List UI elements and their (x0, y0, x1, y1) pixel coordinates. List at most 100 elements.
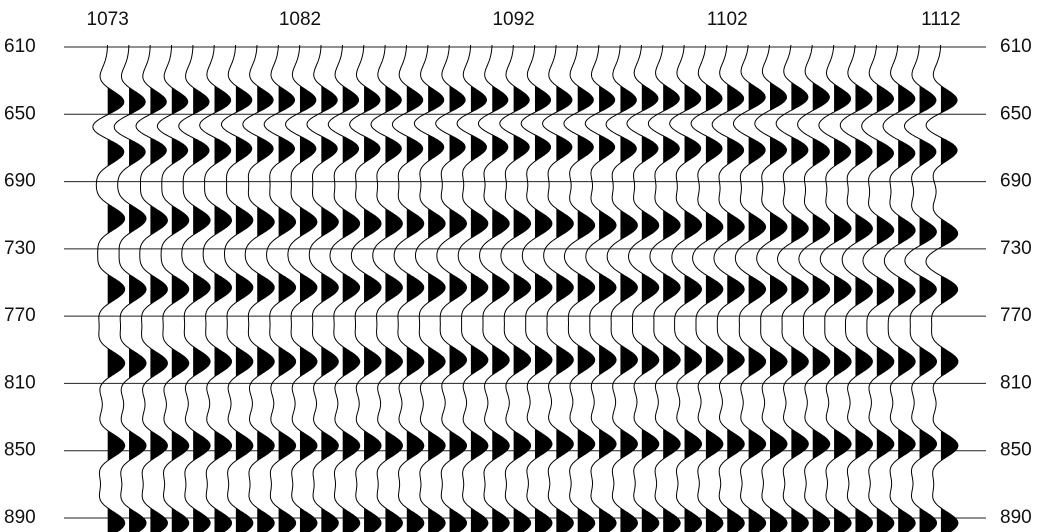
wavelet-peak (449, 430, 467, 461)
wavelet-peak (705, 428, 723, 460)
wavelet-peak (364, 208, 381, 239)
x-tick-label: 1092 (492, 9, 534, 30)
wavelet-peak (299, 85, 316, 116)
wavelet-peak (919, 507, 937, 532)
wavelet-peak (385, 132, 402, 164)
wavelet-peak (556, 131, 572, 162)
wavelet-peak (599, 507, 617, 532)
wavelet-peak (641, 272, 659, 303)
wavelet-peak (599, 210, 616, 241)
wavelet-peak (150, 430, 168, 461)
wavelet-peak (364, 85, 380, 116)
wavelet-peak (556, 344, 574, 375)
wavelet-peak (599, 85, 615, 116)
wavelet-peak (342, 507, 360, 532)
wavelet-peak (470, 131, 487, 162)
wavelet-peak (492, 344, 510, 375)
wavelet-peak (171, 430, 189, 461)
wavelet-peak (364, 132, 380, 164)
wavelet-peak (705, 274, 723, 305)
wavelet-peak (705, 84, 722, 115)
wavelet-peak (727, 84, 744, 115)
wavelet-peak (235, 346, 253, 377)
wavelet-peak (705, 132, 722, 164)
wavelet-peak (492, 272, 510, 303)
wavelet-peak (684, 84, 701, 115)
wavelet-peak (470, 272, 488, 303)
wavelet-peak (321, 85, 338, 116)
wavelet-peak (449, 272, 467, 303)
wavelet-peak (599, 344, 617, 375)
wavelet-peak (193, 430, 211, 461)
wavelet-peak (364, 272, 381, 303)
wavelet-peak (534, 507, 552, 532)
wavelet-peak (663, 507, 681, 532)
wavelet-peak (171, 348, 189, 379)
wavelet-peak (919, 346, 937, 377)
wavelet-peak (577, 131, 594, 162)
wavelet-peak (428, 272, 446, 303)
wavelet-peak (684, 132, 701, 164)
x-tick-label: 1073 (87, 9, 129, 30)
wavelet-peak (556, 428, 574, 460)
wavelet-peak (257, 346, 275, 377)
wavelet-peak (684, 507, 702, 532)
wavelet-peak (748, 346, 766, 377)
wavelet-peak (492, 85, 508, 116)
wavelet-peak (257, 507, 275, 532)
wavelet-peak (876, 84, 894, 115)
wavelet-peak (727, 344, 745, 375)
wavelet-peak (214, 430, 232, 461)
wavelet-peak (556, 85, 572, 116)
wavelet-peak (641, 428, 659, 460)
wavelet-peak (299, 430, 317, 461)
wavelet-peak (769, 274, 787, 305)
x-tick-label: 1112 (921, 9, 960, 30)
wavelet-peak (406, 507, 424, 532)
wavelet-peak (214, 205, 232, 236)
wavelet-peak (727, 134, 744, 165)
wavelet-peak (171, 507, 189, 532)
wavelet-peak (321, 132, 338, 164)
y-tick-label-right: 890 (1000, 507, 1032, 528)
wavelet-peak (834, 346, 852, 377)
wavelet-peak (769, 82, 787, 113)
wavelet-peak (577, 344, 595, 375)
y-tick-label: 890 (4, 507, 36, 528)
wavelet-peak (748, 274, 766, 305)
wavelet-peak (321, 507, 339, 532)
wavelet-peak (641, 344, 659, 375)
wavelet-peak (791, 213, 809, 244)
wavelet-peak (470, 344, 488, 375)
wavelet-peak (449, 344, 467, 375)
wavelet-peak (385, 430, 403, 461)
wavelet-peak (705, 344, 723, 375)
wavelet-peak (406, 85, 423, 116)
wavelet-peak (278, 430, 296, 461)
wavelet-peak (791, 134, 808, 165)
wavelet-peak (684, 344, 702, 375)
wavelet-peak (278, 132, 295, 164)
wavelet-peak (534, 272, 552, 303)
wavelet-peak (940, 85, 958, 116)
wavelet-peak (129, 274, 146, 305)
wavelet-peak (855, 213, 873, 244)
wavelet-peak (129, 136, 146, 167)
wavelet-peak (556, 507, 574, 532)
wavelet-peak (791, 507, 809, 532)
wavelet-peak (748, 211, 766, 243)
wavelet-peak (940, 274, 958, 305)
wavelet-peak (513, 344, 531, 375)
wavelet-peak (834, 136, 851, 167)
wavelet-peak (150, 205, 168, 236)
wavelet-peak (513, 430, 531, 461)
wavelet-peak (834, 213, 851, 244)
wavelet-peak (214, 507, 232, 532)
wavelet-peak (556, 272, 574, 303)
wavelet-peak (577, 507, 595, 532)
wavelet-peak (919, 274, 937, 305)
wavelet-peak (641, 507, 659, 532)
wavelet-peak (385, 208, 403, 239)
wavelet-peak (492, 208, 510, 239)
